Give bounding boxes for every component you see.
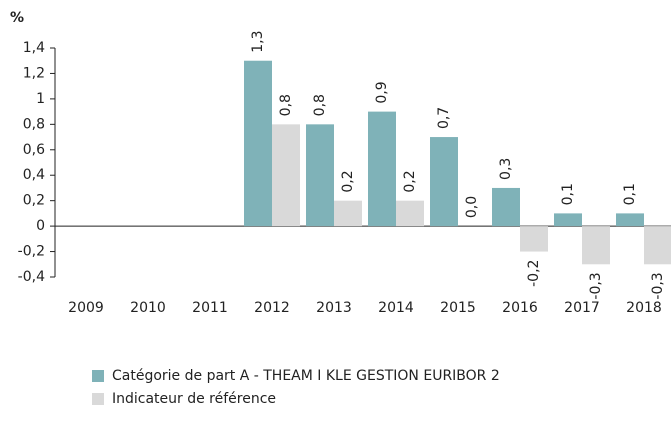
y-tick-label: 0,4	[23, 167, 45, 183]
y-tick-label: 0,2	[23, 193, 45, 209]
x-tick-label: 2014	[378, 300, 414, 316]
x-tick-label: 2016	[502, 300, 538, 316]
x-tick-label: 2011	[192, 300, 228, 316]
value-label: 0,2	[402, 170, 418, 192]
legend-swatch	[92, 393, 104, 405]
y-tick-label: -0,2	[18, 244, 45, 260]
value-label: -0,3	[588, 272, 604, 299]
bar	[520, 226, 548, 252]
bar	[334, 200, 362, 227]
y-tick-label: 0	[36, 218, 45, 234]
value-label: 0,1	[622, 183, 638, 205]
y-axis-label: %	[10, 10, 24, 26]
x-tick-label: 2009	[68, 300, 104, 316]
value-label: 0,8	[278, 94, 294, 116]
bar	[396, 200, 424, 227]
value-label: 1,3	[250, 30, 266, 52]
y-tick-label: 0,6	[23, 142, 45, 158]
bar	[644, 226, 671, 265]
value-label: 0,9	[374, 81, 390, 103]
y-tick-label: 1,4	[23, 40, 45, 56]
value-label: -0,3	[650, 272, 666, 299]
bar	[554, 213, 582, 227]
value-label: 0,2	[340, 170, 356, 192]
bar	[272, 124, 300, 227]
value-label: 0,1	[560, 183, 576, 205]
legend-label: Catégorie de part A - THEAM I KLE GESTIO…	[112, 368, 500, 384]
bar	[244, 60, 272, 227]
legend-label: Indicateur de référence	[112, 391, 276, 407]
bar	[616, 213, 644, 227]
bar	[368, 111, 396, 227]
bar	[492, 187, 520, 227]
legend-swatch	[92, 370, 104, 382]
x-tick-label: 2017	[564, 300, 600, 316]
value-label: 0,3	[498, 158, 514, 180]
value-label: 0,7	[436, 107, 452, 129]
x-tick-label: 2013	[316, 300, 352, 316]
value-label: 0,8	[312, 94, 328, 116]
bar	[430, 137, 458, 227]
x-tick-label: 2012	[254, 300, 290, 316]
y-tick-label: 1	[36, 91, 45, 107]
x-tick-label: 2018	[626, 300, 662, 316]
y-tick-label: 1,2	[23, 65, 45, 81]
y-tick-label: 0,8	[23, 116, 45, 132]
x-tick-label: 2015	[440, 300, 476, 316]
bar	[306, 124, 334, 227]
value-label: -0,2	[526, 260, 542, 287]
bar	[582, 226, 610, 265]
x-tick-label: 2010	[130, 300, 166, 316]
y-tick-label: -0,4	[18, 269, 45, 285]
value-label: 0,0	[464, 196, 480, 218]
